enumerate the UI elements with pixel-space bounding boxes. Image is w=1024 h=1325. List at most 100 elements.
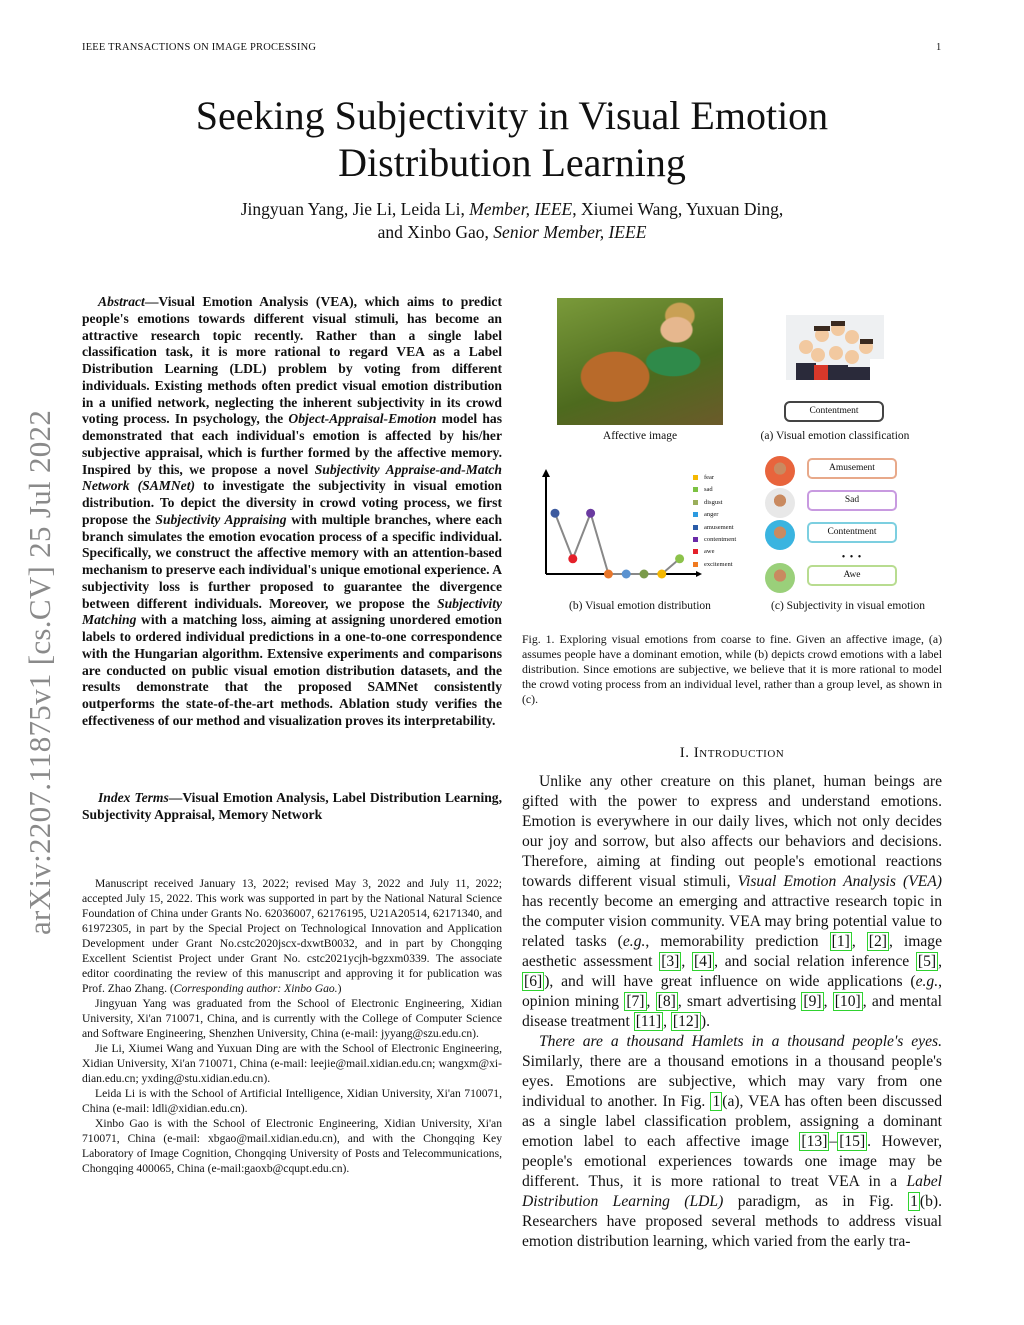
- legend-swatch: [693, 561, 698, 567]
- y-axis-arrow: [542, 469, 550, 477]
- footnotes: Manuscript received January 13, 2022; re…: [82, 876, 502, 1176]
- citation-link[interactable]: [5]: [915, 952, 939, 971]
- italic-text: Senior Member, IEEE: [493, 222, 647, 242]
- citation-link[interactable]: 1: [710, 1092, 723, 1111]
- legend-item: amusement: [693, 522, 736, 534]
- distribution-point: [639, 569, 649, 579]
- abstract: Abstract—Visual Emotion Analysis (VEA), …: [82, 294, 502, 730]
- citation-link[interactable]: [2]: [866, 932, 889, 951]
- text: ,: [851, 933, 867, 950]
- intro-paragraph: Unlike any other creature on this planet…: [522, 772, 942, 1032]
- ellipsis: • • •: [841, 552, 863, 563]
- legend-label: awe: [704, 548, 715, 556]
- crowd-illustration: [786, 315, 884, 380]
- legend-item: fear: [693, 472, 736, 484]
- text: and Xinbo Gao,: [377, 222, 494, 242]
- index-terms: Index Terms—Visual Emotion Analysis, Lab…: [82, 790, 502, 824]
- running-header: IEEE TRANSACTIONS ON IMAGE PROCESSING: [82, 42, 317, 53]
- text: –: [829, 1133, 838, 1150]
- text: Jie Li, Xiumei Wang and Yuxuan Ding are …: [82, 1042, 502, 1085]
- classification-label: Contentment: [784, 401, 884, 422]
- person-avatar-icon: [765, 563, 795, 593]
- text: , memorability prediction: [645, 933, 830, 950]
- paper-title: Seeking Subjectivity in Visual Emotion D…: [0, 92, 1024, 186]
- text: to investigate the subjectivity in visua…: [82, 478, 502, 527]
- distribution-plot: [542, 469, 702, 579]
- citation-link[interactable]: [9]: [801, 992, 824, 1011]
- footnote-author: Xinbo Gao is with the School of Electron…: [82, 1116, 502, 1176]
- crowd-people-icon: [796, 321, 884, 380]
- citation-link[interactable]: [11]: [633, 1012, 664, 1031]
- text: —Visual Emotion Analysis, Label Distribu…: [82, 790, 502, 822]
- legend-swatch: [693, 537, 698, 543]
- italic-text: Abstract: [98, 294, 145, 309]
- text: ): [337, 982, 342, 995]
- italic-text: e.g.: [622, 933, 646, 950]
- citation-link[interactable]: [4]: [691, 952, 715, 971]
- text: Similarly, there are a thousand emotions…: [522, 1053, 942, 1110]
- section-title: I. Introduction: [679, 745, 785, 761]
- legend-item: sad: [693, 484, 736, 496]
- text: , and mental disease treatment: [522, 993, 943, 1030]
- authors-line-2: and Xinbo Gao, Senior Member, IEEE: [0, 221, 1024, 244]
- distribution-point: [675, 554, 685, 564]
- text: Xinbo Gao is with the School of Electron…: [82, 1117, 502, 1175]
- legend-item: contentment: [693, 534, 736, 546]
- text: Unlike any other creature on this planet…: [522, 773, 942, 890]
- text: Manuscript received January 13, 2022; re…: [82, 877, 502, 995]
- citation-link[interactable]: [6]: [522, 972, 545, 991]
- affective-image-caption: Affective image: [602, 430, 678, 442]
- italic-text: e.g.: [915, 973, 939, 990]
- footnote-author: Jie Li, Xiumei Wang and Yuxuan Ding are …: [82, 1041, 502, 1086]
- legend-item: awe: [693, 546, 736, 558]
- intro-paragraph: There are a thousand Hamlets in a thousa…: [522, 1032, 942, 1252]
- legend-label: anger: [704, 511, 719, 519]
- distribution-line: [554, 510, 681, 575]
- citation-link[interactable]: [10]: [832, 992, 863, 1011]
- section-heading: I. Introduction: [522, 745, 942, 762]
- text: ), and will have great influence on wide…: [544, 973, 916, 990]
- legend-item: disgust: [693, 497, 736, 509]
- legend-swatch: [693, 499, 698, 505]
- italic-text: Object-Appraisal-Emotion: [288, 411, 437, 427]
- subfigure-a-caption: (a) Visual emotion classification: [760, 430, 910, 442]
- citation-link[interactable]: 1: [908, 1192, 920, 1211]
- distribution-point: [586, 508, 596, 518]
- individual-emotion-label: Amusement: [807, 458, 897, 479]
- legend-label: fear: [704, 474, 715, 481]
- citation-link[interactable]: [12]: [670, 1012, 701, 1031]
- x-axis-arrow: [696, 571, 702, 577]
- italic-text: Index Terms: [98, 790, 169, 805]
- distribution-point: [621, 569, 631, 579]
- citation-link[interactable]: [15]: [837, 1132, 868, 1151]
- text: Leida Li is with the School of Artificia…: [82, 1087, 502, 1115]
- text: ,: [681, 953, 692, 970]
- text: has recently become an emerging and attr…: [522, 893, 942, 950]
- legend-swatch: [693, 549, 698, 555]
- text: model has demonstrated that each individ…: [82, 411, 503, 477]
- citation-link[interactable]: [1]: [829, 932, 852, 951]
- text: , and social relation inference: [714, 953, 916, 970]
- subfigure-b-caption: (b) Visual emotion distribution: [569, 600, 711, 612]
- legend-swatch: [693, 475, 698, 481]
- title-line-1: Seeking Subjectivity in Visual Emotion: [195, 93, 829, 138]
- title-line-2: Distribution Learning: [338, 140, 686, 185]
- footnote-manuscript: Manuscript received January 13, 2022; re…: [82, 876, 502, 996]
- footnote-author: Jingyuan Yang was graduated from the Sch…: [82, 996, 502, 1041]
- citation-link[interactable]: [3]: [659, 952, 682, 971]
- legend-swatch: [693, 512, 698, 518]
- individual-emotion-label: Contentment: [807, 522, 897, 543]
- text: , opinion mining: [522, 973, 942, 1010]
- citation-link[interactable]: [8]: [655, 992, 678, 1011]
- text: Jingyuan Yang was graduated from the Sch…: [82, 997, 502, 1040]
- citation-link[interactable]: [7]: [624, 992, 647, 1011]
- text: (b). Researchers have proposed several m…: [522, 1193, 942, 1250]
- legend-label: excitement: [704, 560, 733, 568]
- individual-emotion-label: Sad: [807, 490, 897, 511]
- citation-link[interactable]: [13]: [799, 1132, 830, 1151]
- legend-label: sad: [704, 486, 713, 494]
- italic-text: Subjectivity Appraise-and-Match Network …: [82, 461, 502, 494]
- italic-text: Label Distribution Learning (LDL): [522, 1173, 942, 1210]
- distribution-point: [657, 569, 667, 579]
- distribution-point: [568, 554, 578, 564]
